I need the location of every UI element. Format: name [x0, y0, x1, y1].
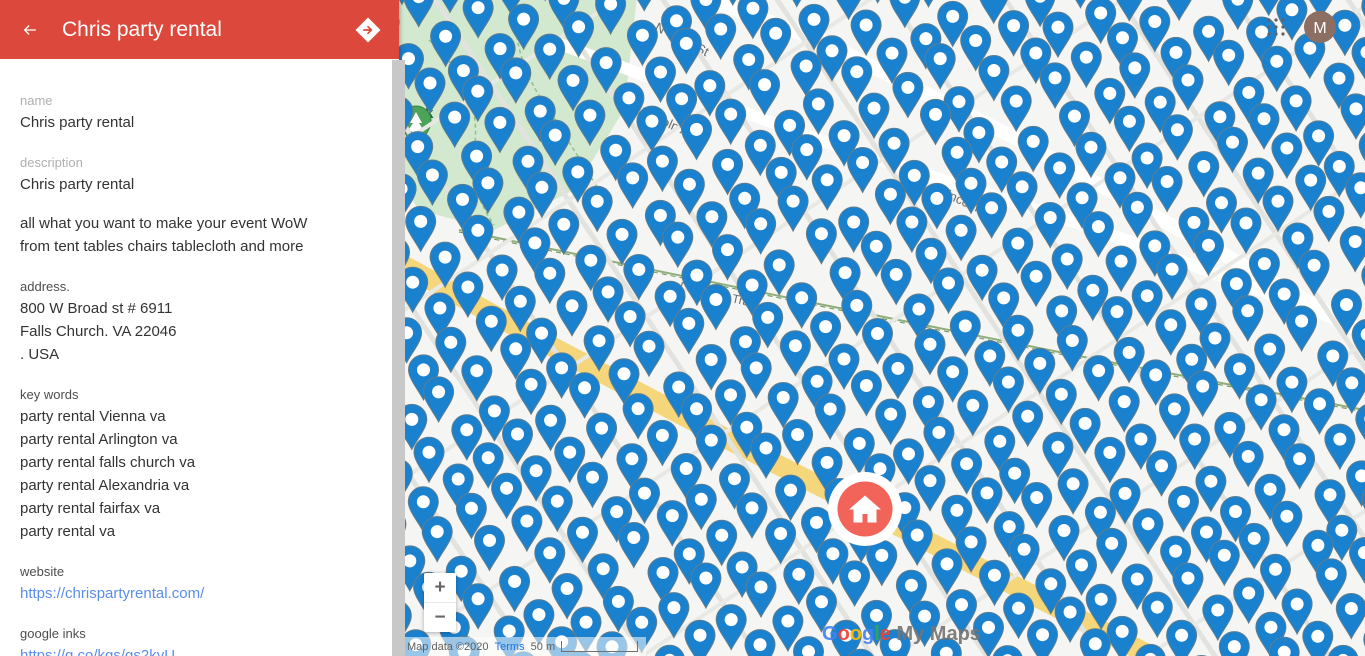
svg-text:M: M	[1313, 20, 1326, 37]
